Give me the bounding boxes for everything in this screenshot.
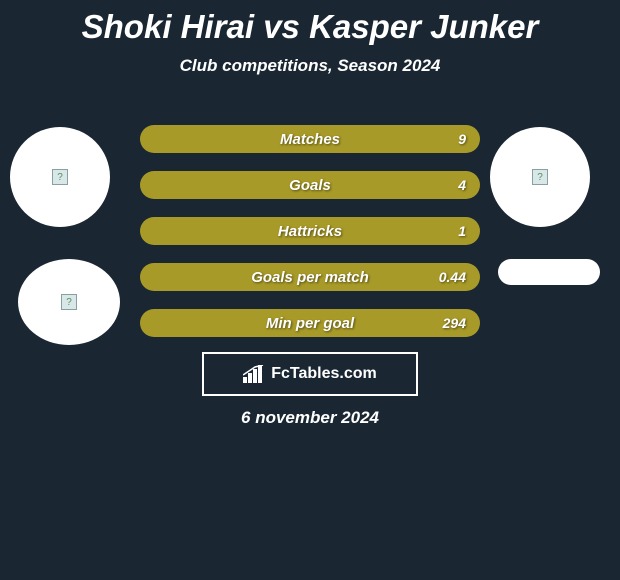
team-right-logo: [498, 259, 600, 285]
page-title: Shoki Hirai vs Kasper Junker: [0, 0, 620, 46]
placeholder-image-icon: ?: [61, 294, 77, 310]
page-subtitle: Club competitions, Season 2024: [0, 56, 620, 76]
stat-value: 1: [458, 223, 466, 239]
fctables-logo: FcTables.com: [202, 352, 418, 396]
stat-value: 294: [443, 315, 466, 331]
team-left-logo: ?: [18, 259, 120, 345]
player-right-avatar: ?: [490, 127, 590, 227]
stat-label: Matches: [280, 131, 340, 148]
stats-bars: Matches 9 Goals 4 Hattricks 1 Goals per …: [140, 125, 480, 355]
stat-label: Hattricks: [278, 223, 342, 240]
chart-icon: [243, 365, 265, 383]
stat-label: Goals per match: [251, 269, 369, 286]
stat-label: Goals: [289, 177, 331, 194]
stat-label: Min per goal: [266, 315, 354, 332]
logo-text: FcTables.com: [271, 365, 377, 383]
stat-bar: Goals 4: [140, 171, 480, 199]
stat-bar: Hattricks 1: [140, 217, 480, 245]
stat-value: 9: [458, 131, 466, 147]
date-label: 6 november 2024: [0, 408, 620, 428]
player-left-avatar: ?: [10, 127, 110, 227]
stat-bar: Goals per match 0.44: [140, 263, 480, 291]
placeholder-image-icon: ?: [532, 169, 548, 185]
placeholder-image-icon: ?: [52, 169, 68, 185]
stat-bar: Min per goal 294: [140, 309, 480, 337]
stat-value: 4: [458, 177, 466, 193]
stat-bar: Matches 9: [140, 125, 480, 153]
stat-value: 0.44: [439, 269, 466, 285]
